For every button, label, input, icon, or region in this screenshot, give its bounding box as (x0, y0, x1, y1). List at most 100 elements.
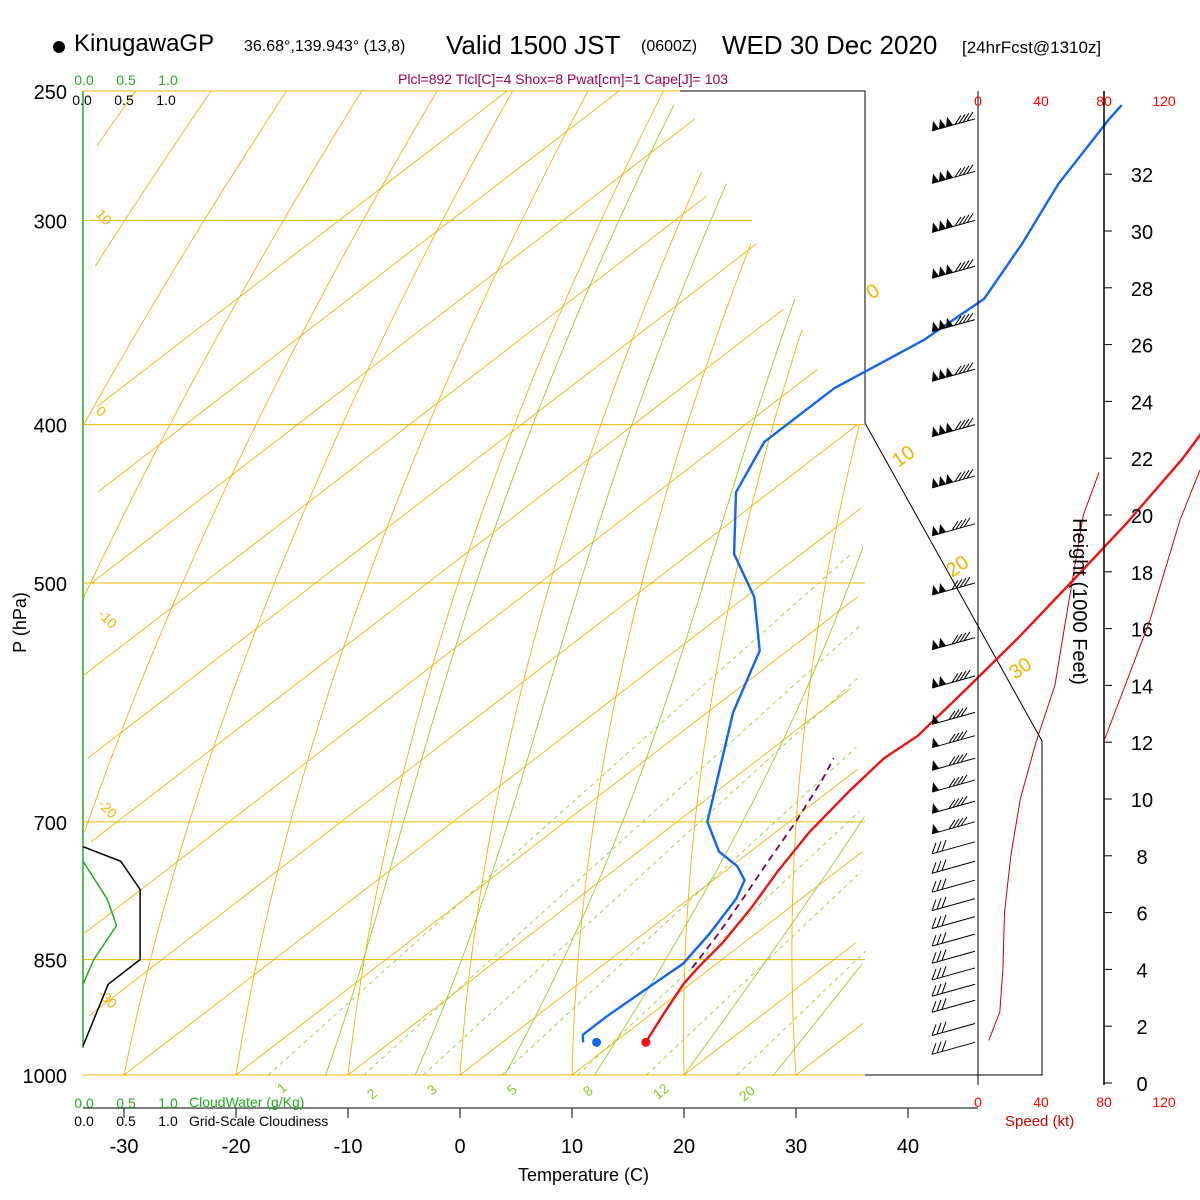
wind-barb-feather (941, 878, 947, 890)
wind-barb-flag (932, 760, 939, 771)
wind-barb-flag (932, 823, 939, 834)
pressure-tick-label: 850 (34, 951, 67, 973)
wind-barb-flag (946, 422, 953, 433)
wind-barb-feather (931, 862, 937, 874)
height-tick-label: 20 (1131, 506, 1153, 528)
cloudiness-top-tick: 0.5 (114, 92, 134, 108)
height-tick-label: 2 (1136, 1017, 1147, 1039)
wind-barb (931, 898, 976, 912)
wind-barb-feather (960, 816, 968, 827)
pressure-tick-label: 300 (34, 211, 67, 233)
wind-barb-feather (963, 517, 971, 528)
dry-adiabat (123, 90, 513, 1076)
cloudiness-line (82, 846, 141, 1047)
mixing-ratio-label: 3 (424, 1081, 440, 1098)
wind-barb-feather (931, 1043, 937, 1055)
wind-barb-feather (952, 776, 960, 787)
moist-adiabat-label: 30 (1005, 653, 1036, 684)
axes: 0246810121416182022242628303200404080801… (23, 72, 1200, 1158)
wind-barb-flag (939, 220, 946, 231)
speed-tick-label-top: 120 (1152, 93, 1176, 109)
isotherm (90, 308, 784, 843)
dry-adiabat (683, 329, 803, 1076)
wind-barb-feather (951, 580, 959, 590)
wind-barb-feather (966, 164, 974, 174)
wind-barb-flag (939, 171, 946, 182)
wind-barb-feather (951, 634, 959, 645)
temperature-line (644, 433, 1200, 1043)
wind-barb (931, 424, 976, 438)
wind-barb-flag (946, 473, 953, 484)
wind-barb-feather (955, 672, 963, 682)
wind-barb-feather (954, 472, 962, 482)
wind-barb-feather (936, 879, 942, 891)
wind-barb (931, 170, 976, 184)
wind-barb-feather (956, 797, 964, 807)
wind-barb-feather (941, 914, 947, 926)
temperature-tick-label: -20 (222, 1136, 251, 1158)
temperature-tick-label: -30 (110, 1136, 139, 1158)
wind-barb-flag (932, 426, 939, 437)
wind-barb (931, 675, 976, 689)
wind-barb-feather (966, 312, 974, 323)
dry-adiabat (791, 424, 860, 1076)
wind-barb-feather (936, 999, 942, 1011)
wind-barb-flag (946, 317, 953, 328)
wind-barb-feather (931, 985, 937, 997)
wind-barb-feather (936, 950, 942, 963)
wind-barb-feather (962, 418, 970, 429)
wind-barb-flag (939, 676, 946, 687)
wind-barb-feather (958, 364, 966, 375)
wind-barb-feather (960, 774, 968, 785)
speed-axis-title: Speed (kt) (1005, 1113, 1075, 1130)
wind-barb-flag (932, 737, 939, 748)
parcel-line (691, 757, 835, 969)
wind-barb-feather (956, 731, 964, 741)
station-coords: 36.68°,139.943° (13,8) (244, 38, 406, 55)
height-tick-label: 28 (1131, 279, 1153, 301)
height-tick-label: 26 (1131, 336, 1153, 358)
wind-barb (931, 118, 976, 132)
wind-barb-flag (939, 583, 946, 593)
cloudiness-top-tick: 0.0 (72, 92, 92, 108)
wind-barb-flag (939, 319, 946, 330)
wind-barb-feather (931, 968, 937, 981)
isotherm (347, 687, 851, 1076)
mixing-ratio-label: 2 (364, 1085, 380, 1102)
wind-barb-feather (941, 949, 947, 961)
height-tick-label: 0 (1136, 1074, 1147, 1096)
speed-tick-label-bottom: 0 (974, 1094, 982, 1110)
wind-barb-feather (941, 839, 947, 852)
cloudiness-bottom-tick: 1.0 (158, 1113, 178, 1129)
dry-adiabat-label: 0 (93, 403, 110, 420)
isotherm (91, 118, 696, 584)
wind-barb-feather (954, 216, 962, 227)
wind-barb-feather (936, 933, 942, 945)
pressure-tick-label: 1000 (23, 1066, 68, 1088)
wind-barb-feather (936, 967, 942, 979)
dewpoint-line (581, 104, 1123, 1043)
cloudwater-axis-title: CloudWater (g/Kg) (189, 1094, 305, 1110)
pressure-tick-label: 500 (34, 574, 67, 596)
wind-barb-flag (932, 782, 939, 793)
wind-barb-feather (955, 633, 963, 644)
wind-barb-feather (931, 1001, 937, 1013)
isotherm (96, 90, 508, 407)
wind-barb-feather (948, 778, 956, 788)
dry-adiabat (347, 90, 664, 1076)
mixing-ratio-line (363, 624, 862, 1076)
height-tick-label: 18 (1131, 563, 1153, 585)
isotherm (459, 768, 858, 1076)
dry-adiabat (94, 90, 212, 267)
moist-adiabat (773, 963, 863, 1076)
cloudwater-top-tick: 0.0 (74, 72, 94, 88)
wind-barb-feather (958, 114, 966, 124)
wind-barb (931, 1041, 976, 1055)
wind-barb-feather (952, 798, 960, 808)
wind-barbs (931, 111, 976, 1055)
wind-barb-feather (959, 632, 967, 643)
wind-barb-flag (932, 120, 939, 131)
valid-time-utc: (0600Z) (641, 38, 698, 55)
wind-barb (931, 219, 976, 233)
wind-barb (931, 983, 976, 997)
